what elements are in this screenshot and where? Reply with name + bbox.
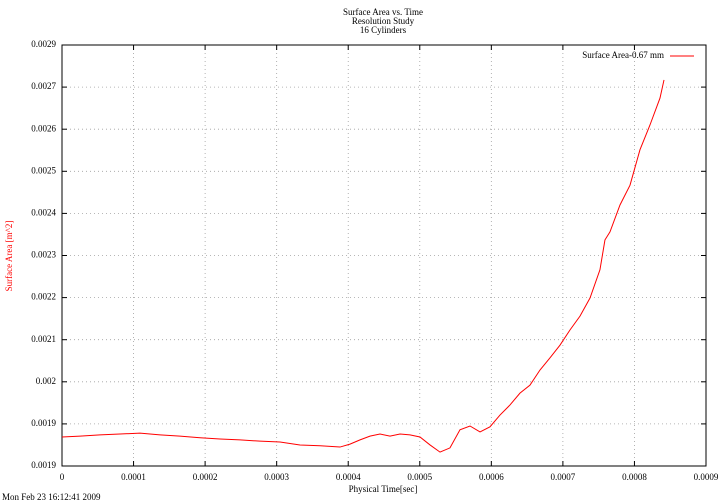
- legend-label: Surface Area-0.67 mm: [582, 50, 664, 60]
- y-axis-title: Surface Area [m^2]: [4, 221, 14, 292]
- timestamp: Mon Feb 23 16:12:41 2009: [2, 492, 101, 502]
- y-tick-label: 0.0027: [31, 81, 56, 91]
- x-tick-label: 0.0008: [622, 472, 647, 482]
- data-line: [61, 79, 665, 453]
- y-tick-label: 0.0019: [31, 418, 56, 428]
- x-tick-label: 0: [60, 472, 65, 482]
- x-tick-label: 0.0009: [694, 472, 719, 482]
- x-tick-label: 0.0003: [264, 472, 289, 482]
- x-tick-label: 0.0002: [193, 472, 218, 482]
- x-tick-label: 0.0004: [336, 472, 361, 482]
- y-tick-label: 0.0019: [31, 460, 56, 470]
- chart-subtitle: 16 Cylinders: [360, 25, 407, 35]
- x-axis-title: Physical Time[sec]: [349, 484, 418, 494]
- y-tick-label: 0.0026: [31, 123, 56, 133]
- chart-title: Surface Area vs. Time: [343, 7, 423, 17]
- chart-subtitle: Resolution Study: [352, 16, 415, 26]
- y-tick-label: 0.0025: [31, 165, 56, 175]
- x-tick-label: 0.0005: [407, 472, 432, 482]
- y-tick-label: 0.002: [36, 376, 56, 386]
- x-tick-label: 0.0006: [479, 472, 504, 482]
- y-tick-label: 0.0029: [31, 39, 56, 49]
- plot-frame: [61, 44, 707, 467]
- y-tick-label: 0.0022: [31, 292, 56, 302]
- y-tick-label: 0.0021: [31, 334, 56, 344]
- y-tick-label: 0.0023: [31, 250, 56, 260]
- x-tick-label: 0.0007: [551, 472, 576, 482]
- y-tick-label: 0.0024: [31, 207, 56, 217]
- x-tick-label: 0.0001: [121, 472, 146, 482]
